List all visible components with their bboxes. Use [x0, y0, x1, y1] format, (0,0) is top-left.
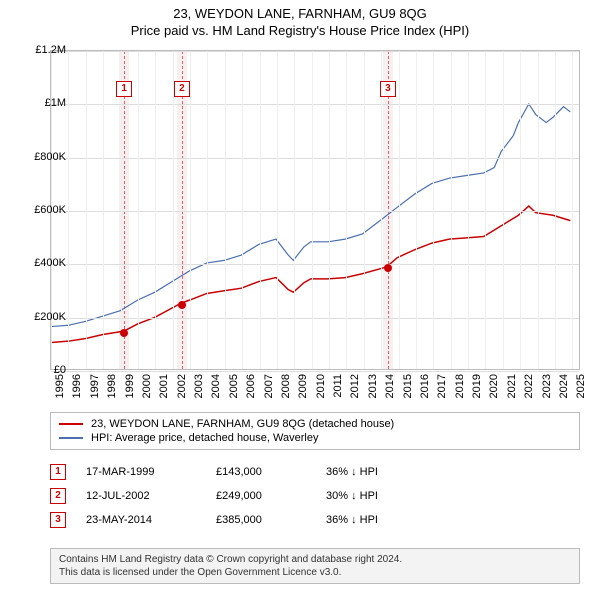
x-axis-label: 2024 — [558, 374, 570, 398]
sales-idx: 2 — [50, 488, 66, 504]
x-axis-label: 2001 — [158, 374, 170, 398]
x-axis-label: 2025 — [575, 374, 587, 398]
x-axis-label: 2002 — [176, 374, 188, 398]
y-axis-label: £800K — [20, 151, 66, 163]
sales-date: 17-MAR-1999 — [86, 466, 196, 478]
x-axis-label: 2006 — [245, 374, 257, 398]
x-axis-label: 2015 — [402, 374, 414, 398]
sales-idx: 1 — [50, 464, 66, 480]
legend-label: 23, WEYDON LANE, FARNHAM, GU9 8QG (detac… — [91, 418, 394, 430]
x-axis-label: 1995 — [54, 374, 66, 398]
legend-swatch — [59, 437, 83, 439]
sales-date: 23-MAY-2014 — [86, 514, 196, 526]
x-axis-label: 2019 — [471, 374, 483, 398]
sales-table: 1 17-MAR-1999 £143,000 36% ↓ HPI 2 12-JUL-200… — [50, 460, 580, 532]
x-axis-label: 2007 — [263, 374, 275, 398]
sale-marker: 2 — [174, 81, 190, 97]
sales-row: 3 23-MAY-2014 £385,000 36% ↓ HPI — [50, 508, 580, 532]
title-address: 23, WEYDON LANE, FARNHAM, GU9 8QG — [0, 6, 600, 21]
x-axis-label: 2005 — [228, 374, 240, 398]
x-axis-label: 1998 — [106, 374, 118, 398]
x-axis-label: 2021 — [506, 374, 518, 398]
x-axis-label: 2010 — [315, 374, 327, 398]
x-axis-label: 2018 — [454, 374, 466, 398]
sale-dot — [120, 329, 128, 337]
sales-price: £143,000 — [216, 466, 306, 478]
chart-container: 23, WEYDON LANE, FARNHAM, GU9 8QG Price … — [0, 0, 600, 590]
sales-diff: 36% ↓ HPI — [326, 466, 426, 478]
x-axis-label: 1996 — [71, 374, 83, 398]
y-axis-label: £1M — [20, 97, 66, 109]
y-axis-label: £400K — [20, 257, 66, 269]
x-axis-label: 2023 — [541, 374, 553, 398]
legend-item: 23, WEYDON LANE, FARNHAM, GU9 8QG (detac… — [59, 417, 571, 431]
x-axis-label: 2012 — [349, 374, 361, 398]
sales-price: £385,000 — [216, 514, 306, 526]
x-axis-label: 2008 — [280, 374, 292, 398]
sale-dot — [384, 264, 392, 272]
chart-lines-svg — [51, 51, 579, 369]
x-axis-label: 2022 — [523, 374, 535, 398]
attribution-box: Contains HM Land Registry data © Crown c… — [50, 548, 580, 584]
sales-row: 1 17-MAR-1999 £143,000 36% ↓ HPI — [50, 460, 580, 484]
sale-dot — [178, 301, 186, 309]
legend-label: HPI: Average price, detached house, Wave… — [91, 432, 318, 444]
x-axis-label: 2020 — [488, 374, 500, 398]
y-axis-label: £200K — [20, 311, 66, 323]
x-axis-label: 2009 — [297, 374, 309, 398]
title-subtitle: Price paid vs. HM Land Registry's House … — [0, 23, 600, 38]
sales-row: 2 12-JUL-2002 £249,000 30% ↓ HPI — [50, 484, 580, 508]
x-axis-label: 2011 — [332, 374, 344, 398]
x-axis-label: 2014 — [384, 374, 396, 398]
legend-swatch — [59, 423, 83, 425]
sales-idx: 3 — [50, 512, 66, 528]
sales-diff: 30% ↓ HPI — [326, 490, 426, 502]
sales-price: £249,000 — [216, 490, 306, 502]
title-block: 23, WEYDON LANE, FARNHAM, GU9 8QG Price … — [0, 0, 600, 38]
y-axis-label: £600K — [20, 204, 66, 216]
sales-date: 12-JUL-2002 — [86, 490, 196, 502]
chart-plot-area: 1 2 3 — [50, 50, 580, 370]
legend-box: 23, WEYDON LANE, FARNHAM, GU9 8QG (detac… — [50, 412, 580, 450]
x-axis-label: 2000 — [141, 374, 153, 398]
x-axis-label: 2017 — [436, 374, 448, 398]
sale-marker: 3 — [380, 81, 396, 97]
x-axis-label: 2016 — [419, 374, 431, 398]
legend-item: HPI: Average price, detached house, Wave… — [59, 431, 571, 445]
x-axis-label: 2003 — [193, 374, 205, 398]
x-axis-label: 1999 — [124, 374, 136, 398]
sale-marker: 1 — [116, 81, 132, 97]
attribution-line: Contains HM Land Registry data © Crown c… — [59, 553, 571, 566]
x-axis-label: 1997 — [89, 374, 101, 398]
attribution-line: This data is licensed under the Open Gov… — [59, 566, 571, 579]
y-axis-label: £1.2M — [20, 44, 66, 56]
x-axis-label: 2013 — [367, 374, 379, 398]
x-axis-label: 2004 — [210, 374, 222, 398]
sales-diff: 36% ↓ HPI — [326, 514, 426, 526]
